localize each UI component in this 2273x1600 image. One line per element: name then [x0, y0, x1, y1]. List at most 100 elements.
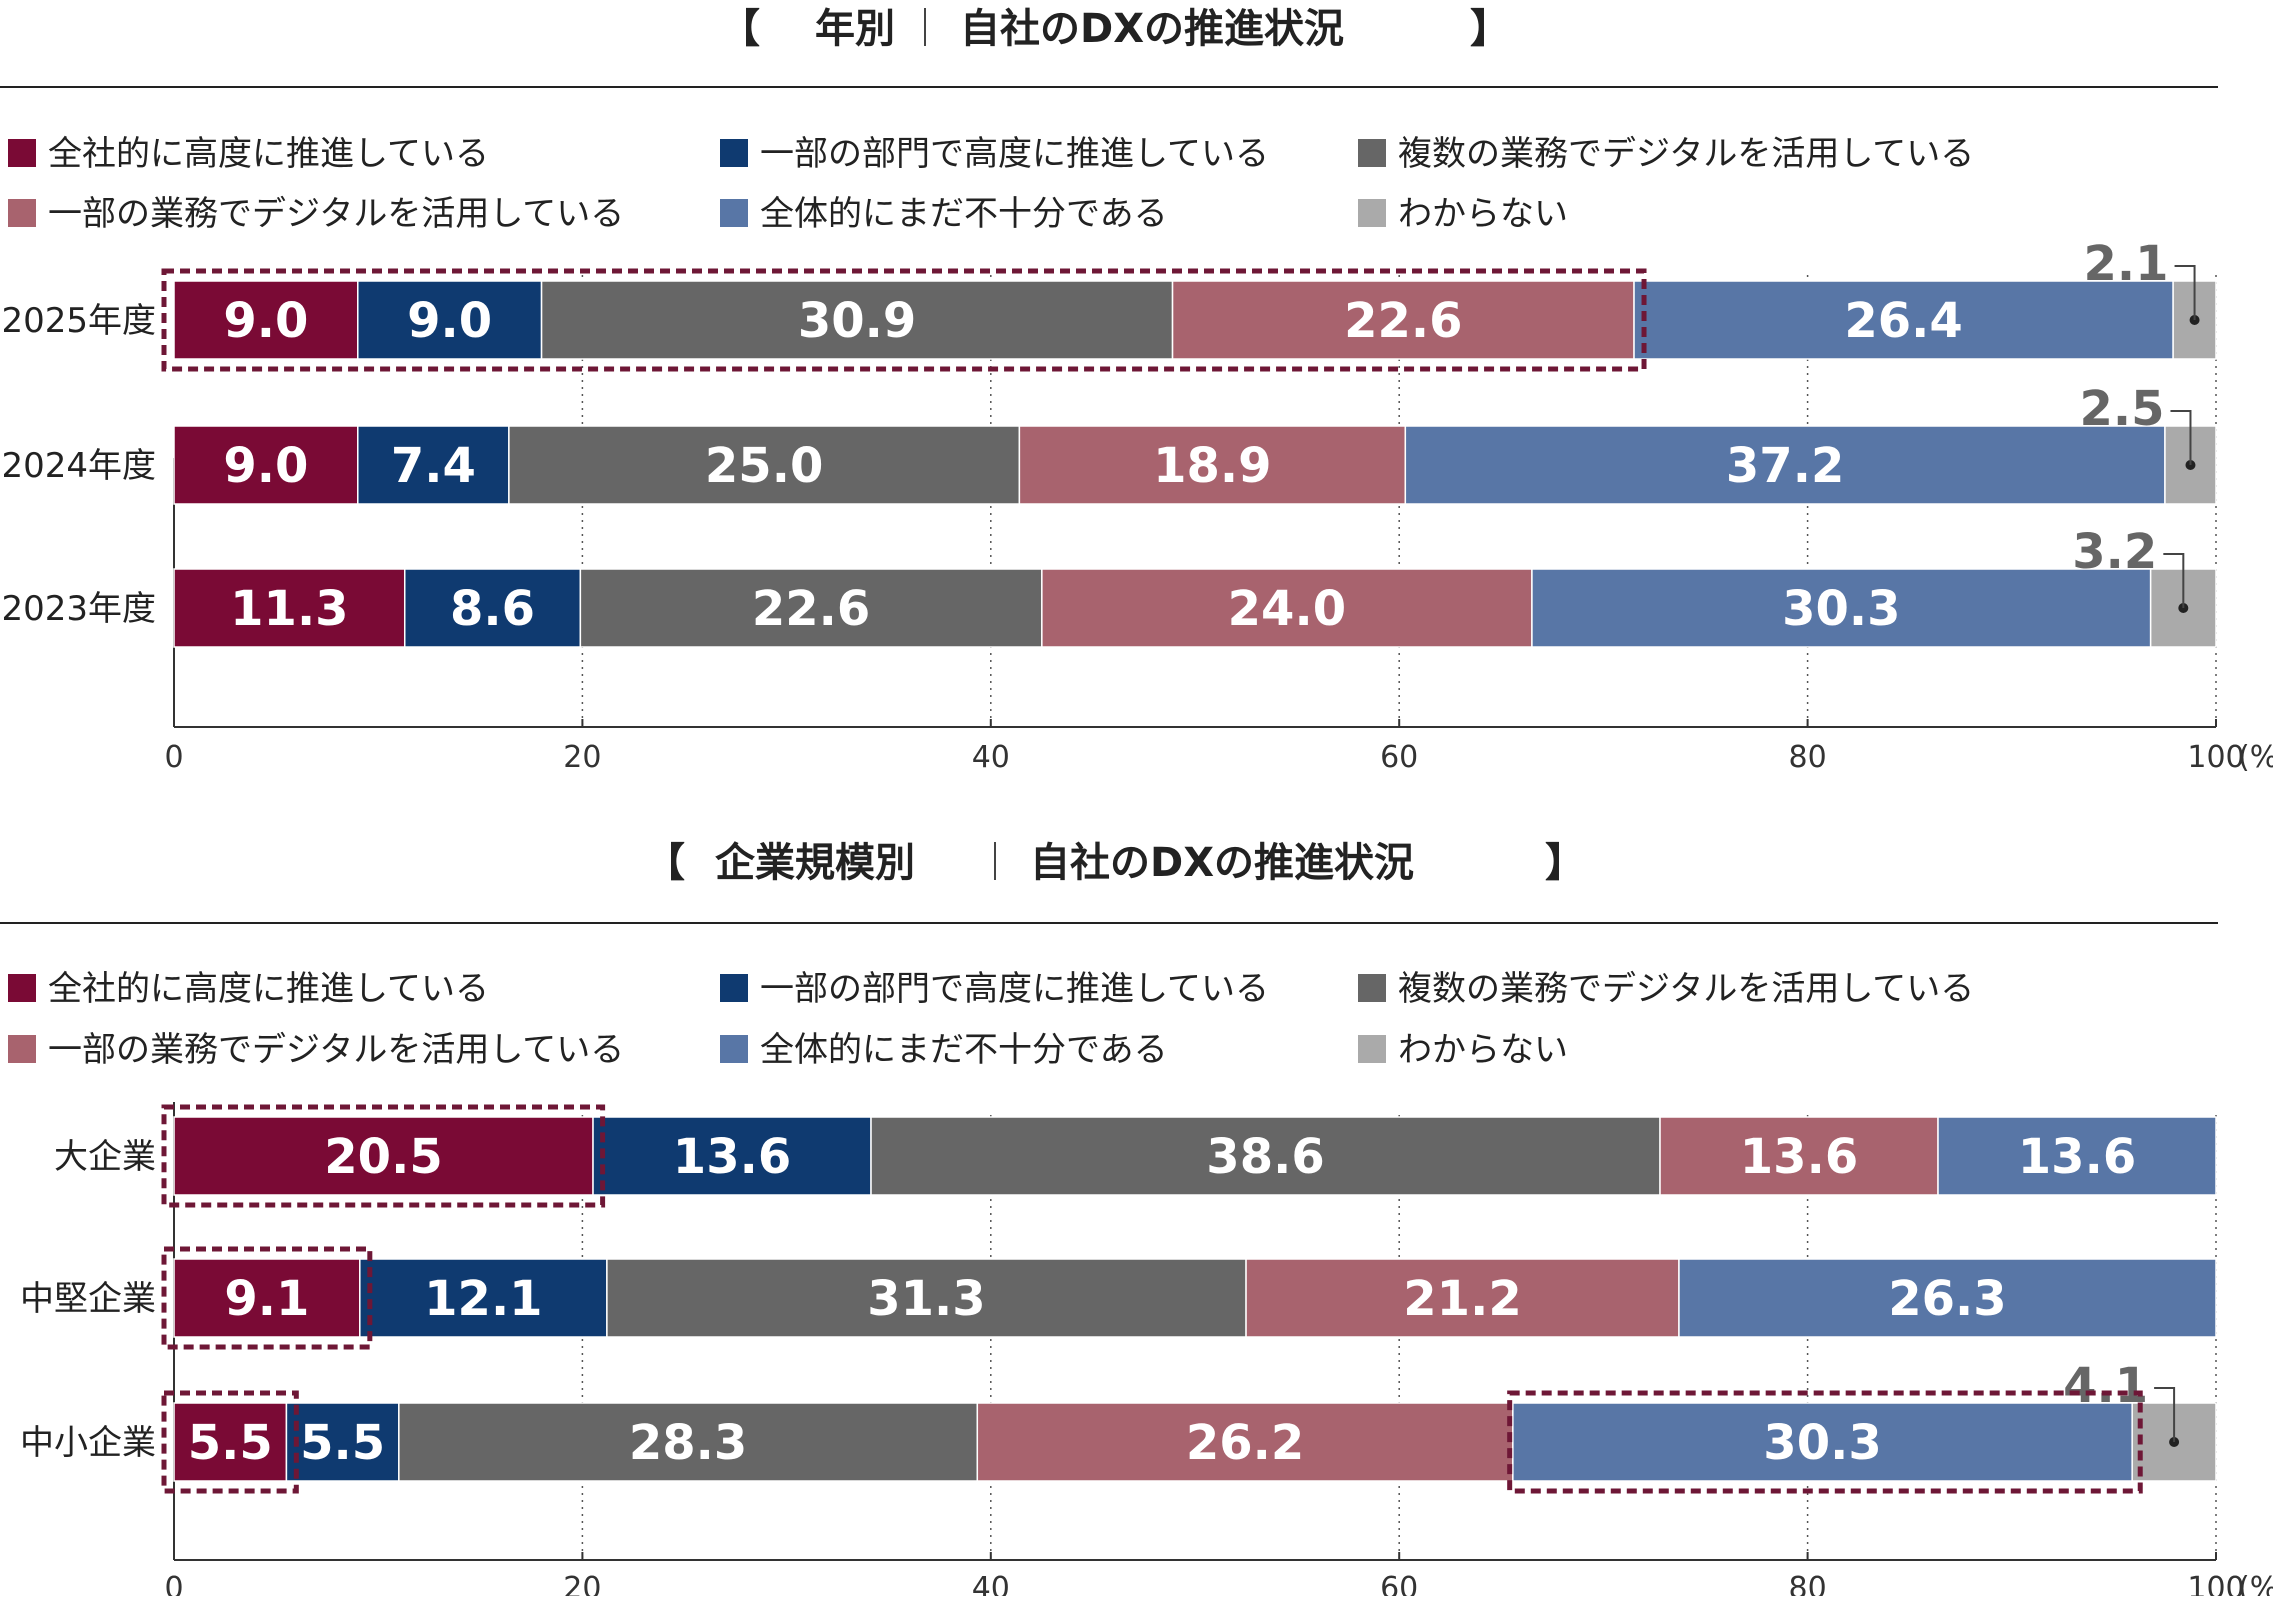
bar-row: 中堅企業 9.1 12.1 31.3 21.2 26.3 [20, 1258, 2217, 1338]
legend-swatch [1358, 974, 1386, 1002]
chart-title: 【 年別 自社のDXの推進状況 】 [720, 6, 1510, 52]
bar-value-label: 13.6 [673, 1129, 791, 1185]
bar-value-label: 24.0 [1228, 581, 1346, 637]
bar-value-label: 7.4 [391, 438, 476, 494]
callout-label: 4.1 [2063, 1358, 2148, 1414]
bar-segment [1404, 425, 2166, 505]
highlight-box [161, 1246, 373, 1350]
bar-value-label: 20.5 [324, 1129, 442, 1185]
legend-label: 全体的にまだ不十分である [760, 1030, 1168, 1070]
legend-label: 一部の業務でデジタルを活用している [48, 1030, 624, 1070]
bar-value-label: 30.3 [1782, 581, 1900, 637]
legend-label: 複数の業務でデジタルを活用している [1398, 134, 1974, 174]
legend-label: 全体的にまだ不十分である [760, 194, 1168, 234]
legend-label: わからない [1398, 194, 1568, 234]
chart-title: 【企業規模別 自社のDXの推進状況 】 [645, 840, 1585, 886]
bar-row: 2023年度 11.3 8.6 22.6 24.0 30.3 3.2 [1, 524, 2217, 648]
bar-value-label: 38.6 [1206, 1129, 1324, 1185]
bar-value-label: 21.2 [1403, 1271, 1521, 1327]
bar-value-label: 9.0 [407, 293, 492, 349]
callout-leader [2163, 553, 2185, 608]
x-axis-unit: (%) [2238, 1571, 2273, 1596]
x-tick-label: 20 [563, 1571, 601, 1596]
callout-leader [2174, 265, 2196, 320]
title-main: 自社のDXの推進状況 [1030, 840, 1414, 886]
bar-value-label: 18.9 [1153, 438, 1271, 494]
x-tick-label: 40 [972, 740, 1010, 775]
legend-label: 一部の業務でデジタルを活用している [48, 194, 624, 234]
legend-swatch [8, 199, 36, 227]
legend-item: 一部の部門で高度に推進している [720, 134, 1269, 174]
highlight-box [161, 1104, 606, 1208]
legend-label: わからない [1398, 1030, 1568, 1070]
bar-value-label: 25.0 [705, 438, 823, 494]
x-tick-label: 0 [164, 1571, 183, 1596]
legend-swatch [720, 199, 748, 227]
bar-segment [976, 1402, 1514, 1482]
bar-value-label: 13.6 [1740, 1129, 1858, 1185]
legend-label: 全社的に高度に推進している [48, 134, 489, 174]
legend-item: 全体的にまだ不十分である [720, 194, 1168, 234]
highlight-box [161, 1390, 299, 1494]
legend-swatch [1358, 139, 1386, 167]
bar-segment [870, 1116, 1661, 1196]
x-axis-unit: (%) [2238, 740, 2273, 775]
legend-swatch [1358, 199, 1386, 227]
bar-value-label: 22.6 [752, 581, 870, 637]
x-tick-label: 80 [1789, 740, 1827, 775]
x-tick-label: 80 [1789, 1571, 1827, 1596]
legend-swatch [720, 974, 748, 1002]
title-category: 年別 [815, 6, 895, 52]
bar-value-label: 28.3 [629, 1415, 747, 1471]
bar-value-label: 8.6 [450, 581, 535, 637]
callout-leader [2170, 410, 2192, 465]
bar-value-label: 30.3 [1763, 1415, 1881, 1471]
bar-segment [359, 1258, 608, 1338]
bar-value-label: 22.6 [1344, 293, 1462, 349]
bar-value-label: 9.0 [223, 293, 308, 349]
chart-1: 【 年別 自社のDXの推進状況 】全社的に高度に推進している 一部の部門で高度に推進して… [0, 6, 2273, 775]
bar-value-label: 26.3 [1888, 1271, 2006, 1327]
bar-value-label: 12.1 [424, 1271, 542, 1327]
legend-swatch [1358, 1035, 1386, 1063]
legend: 全社的に高度に推進している 一部の部門で高度に推進している 複数の業務でデジタルを活… [8, 134, 1974, 234]
legend-item: 一部の部門で高度に推進している [720, 969, 1269, 1009]
title-bracket-close: 】 [1470, 6, 1510, 52]
chart-2: 【企業規模別 自社のDXの推進状況 】全社的に高度に推進している 一部の部門で高度に推… [0, 840, 2273, 1600]
bar-value-label: 11.3 [230, 581, 348, 637]
bar-segment [508, 425, 1021, 505]
title-bracket-close: 】 [1545, 840, 1585, 886]
x-tick-label: 60 [1380, 1571, 1418, 1596]
bar-segment [1041, 568, 1533, 648]
legend-swatch [8, 139, 36, 167]
bar-segment [173, 280, 359, 360]
title-bracket-open: 【 [720, 6, 760, 52]
bar-segment [540, 280, 1174, 360]
bar-segment [1678, 1258, 2217, 1338]
category-label: 大企業 [54, 1137, 156, 1177]
highlight-box [161, 268, 1647, 372]
bar-value-label: 26.4 [1844, 293, 1962, 349]
x-tick-label: 60 [1380, 740, 1418, 775]
legend-item: わからない [1358, 194, 1568, 234]
bar-segment [1659, 1116, 1939, 1196]
bar-value-label: 13.6 [2018, 1129, 2136, 1185]
legend-swatch [8, 1035, 36, 1063]
x-tick-label: 20 [563, 740, 601, 775]
bar-segment [357, 425, 510, 505]
legend-item: わからない [1358, 1030, 1568, 1070]
legend-item: 全社的に高度に推進している [8, 134, 489, 174]
bar-row: 中小企業 5.5 5.5 28.3 26.2 30.3 4.1 [20, 1358, 2217, 1482]
bar-segment [173, 425, 359, 505]
bar-segment [173, 1116, 594, 1196]
legend-item: 全体的にまだ不十分である [720, 1030, 1168, 1070]
legend-swatch [8, 974, 36, 1002]
legend-item: 一部の業務でデジタルを活用している [8, 194, 624, 234]
bar-row: 2025年度 9.0 9.0 30.9 22.6 26.4 2.1 [1, 236, 2217, 360]
x-tick-label: 100 [2187, 1571, 2244, 1596]
bar-value-label: 37.2 [1726, 438, 1844, 494]
x-tick-label: 0 [164, 740, 183, 775]
legend-item: 全社的に高度に推進している [8, 969, 489, 1009]
callout-label: 3.2 [2072, 524, 2157, 580]
bar-value-label: 5.5 [300, 1415, 385, 1471]
